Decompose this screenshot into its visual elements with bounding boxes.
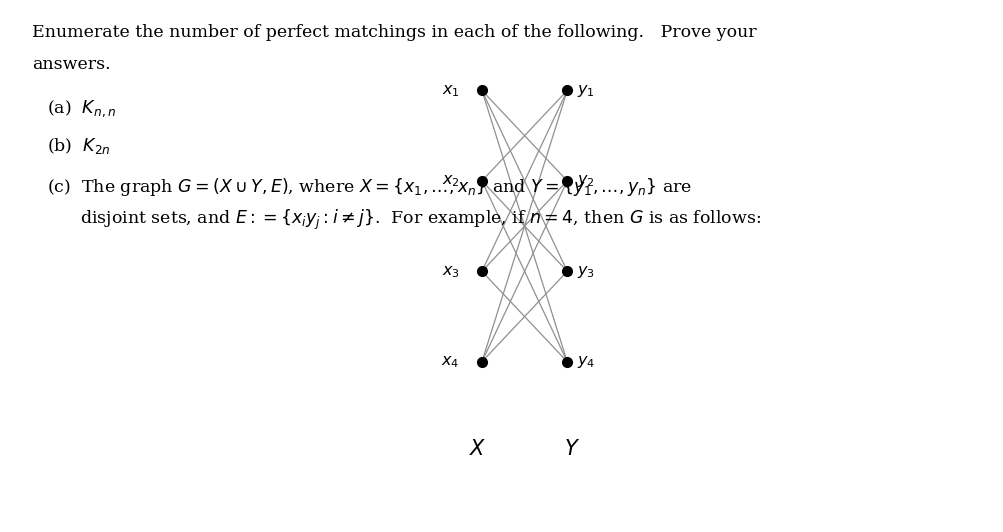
Text: $X$: $X$ xyxy=(468,439,486,459)
Text: $y_1$: $y_1$ xyxy=(577,82,595,99)
Text: (c)  The graph $G = (X \cup Y, E)$, where $X = \{x_1, \ldots, x_n\}$ and $Y = \{: (c) The graph $G = (X \cup Y, E)$, where… xyxy=(47,176,692,197)
Text: $Y$: $Y$ xyxy=(564,439,580,459)
Text: $x_3$: $x_3$ xyxy=(441,263,459,280)
Text: answers.: answers. xyxy=(32,56,110,73)
Text: (b)  $K_{2n}$: (b) $K_{2n}$ xyxy=(47,136,110,156)
Text: $y_2$: $y_2$ xyxy=(577,172,595,189)
Text: disjoint sets, and $E := \{x_iy_j : i \neq j\}$.  For example, if $n = 4$, then : disjoint sets, and $E := \{x_iy_j : i \n… xyxy=(47,207,760,231)
Text: $x_4$: $x_4$ xyxy=(441,353,459,370)
Text: (a)  $K_{n,n}$: (a) $K_{n,n}$ xyxy=(47,98,116,119)
Text: $y_4$: $y_4$ xyxy=(577,353,595,370)
Text: $y_3$: $y_3$ xyxy=(577,263,595,280)
Text: $x_2$: $x_2$ xyxy=(441,172,459,189)
Text: $x_1$: $x_1$ xyxy=(441,82,459,99)
Text: Enumerate the number of perfect matchings in each of the following.   Prove your: Enumerate the number of perfect matching… xyxy=(32,24,756,41)
